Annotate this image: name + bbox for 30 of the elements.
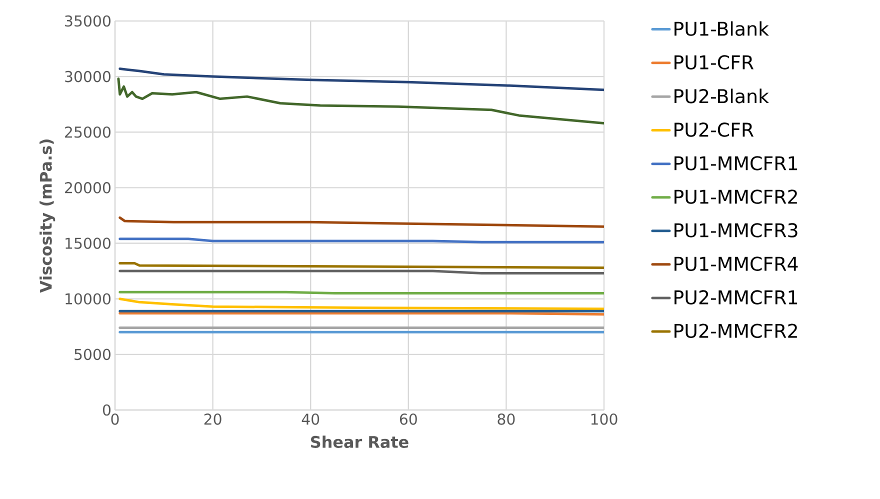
x-axis-title: Shear Rate	[311, 436, 408, 448]
y-tick-label: 30000	[65, 70, 110, 82]
y-tick-label: 20000	[65, 182, 110, 194]
legend-label: PU1-MMCFR1	[674, 156, 798, 170]
legend-label: PU1-MMCFR2	[674, 190, 797, 204]
y-tick-label: 5000	[74, 348, 110, 360]
y-axis-title: Viscosity (mPa.s)	[40, 140, 56, 293]
legend-label: PU2-Blank	[674, 88, 769, 104]
x-tick-label: 0	[111, 414, 119, 425]
legend-label: PU1-CFR	[674, 55, 754, 70]
x-tick-label: 60	[400, 414, 417, 425]
x-tick-label: 100	[591, 414, 618, 425]
y-tick-label: 15000	[66, 238, 110, 249]
legend-label: PU1-Blank	[674, 21, 769, 36]
legend-label: PU1-MMCFR4	[674, 256, 798, 271]
y-tick-label: 10000	[66, 293, 110, 304]
line-series	[117, 78, 604, 124]
line-series	[118, 68, 604, 92]
y-tick-label: 35000	[65, 15, 110, 27]
legend-label: PU2-CFR	[674, 122, 754, 137]
line-series	[118, 298, 604, 310]
x-tick-label: 40	[302, 414, 320, 425]
line-series	[118, 216, 604, 228]
x-tick-label: 20	[204, 414, 222, 425]
y-tick-label: 0	[102, 404, 110, 416]
legend-label: PU1-MMCFR3	[674, 223, 798, 238]
legend-label: PU2-MMCFR2	[674, 324, 797, 338]
x-tick-label: 80	[498, 414, 515, 425]
legend-label: PU2-MMCFR1	[674, 290, 798, 304]
y-tick-label: 25000	[65, 126, 110, 138]
